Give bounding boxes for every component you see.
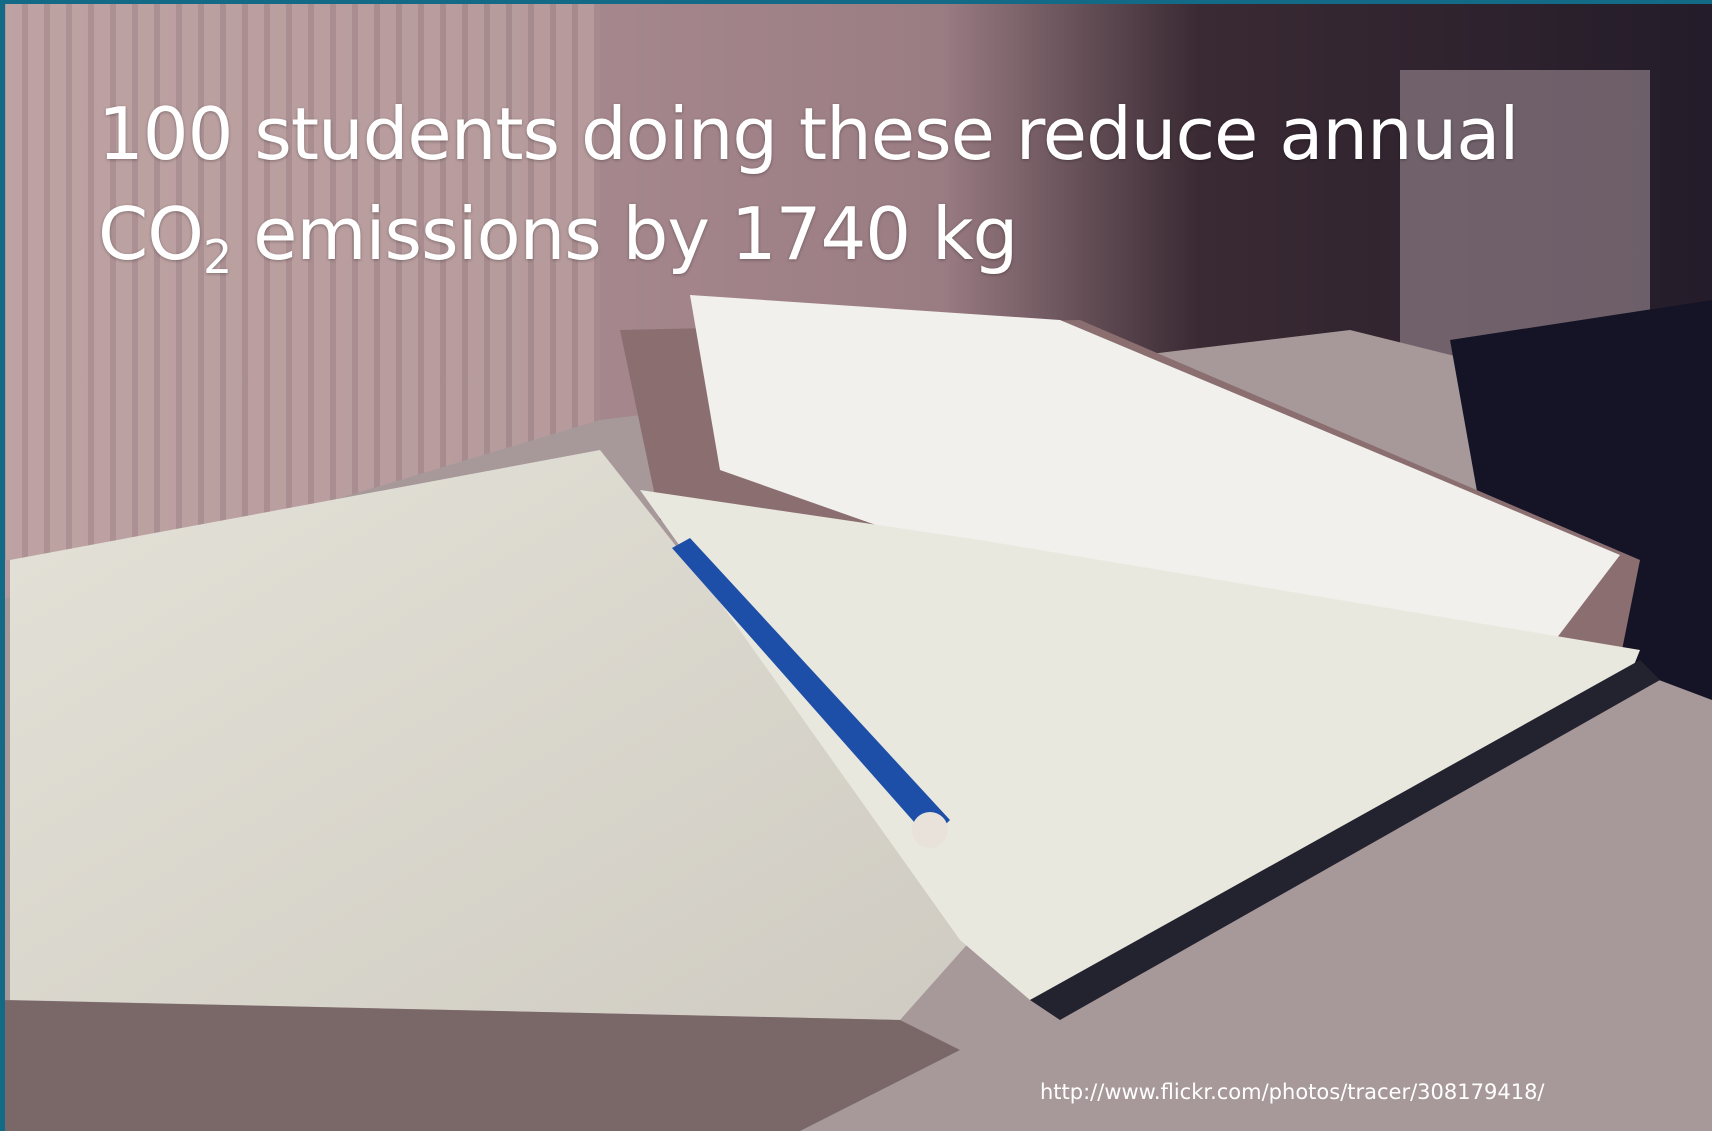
title-line: CO2 emissions by 1740 kg xyxy=(98,184,1518,284)
title-text: 100 students doing these reduce annual xyxy=(98,92,1519,176)
pen-cap xyxy=(912,812,948,848)
subscript: 2 xyxy=(202,230,232,284)
slide-title: 100 students doing these reduce annual C… xyxy=(98,84,1519,284)
top-border xyxy=(0,0,1712,4)
left-page xyxy=(10,450,980,1020)
right-page xyxy=(640,490,1640,1000)
pen xyxy=(672,538,950,840)
book-cover xyxy=(1030,660,1660,1020)
title-text: CO xyxy=(98,192,204,276)
page-edges xyxy=(0,1000,960,1131)
photo-credit: http://www.flickr.com/photos/tracer/3081… xyxy=(1040,1080,1545,1104)
title-line: 100 students doing these reduce annual xyxy=(98,84,1519,184)
title-text: emissions by 1740 kg xyxy=(231,192,1018,276)
papers xyxy=(690,295,1620,660)
left-border xyxy=(0,0,5,1131)
